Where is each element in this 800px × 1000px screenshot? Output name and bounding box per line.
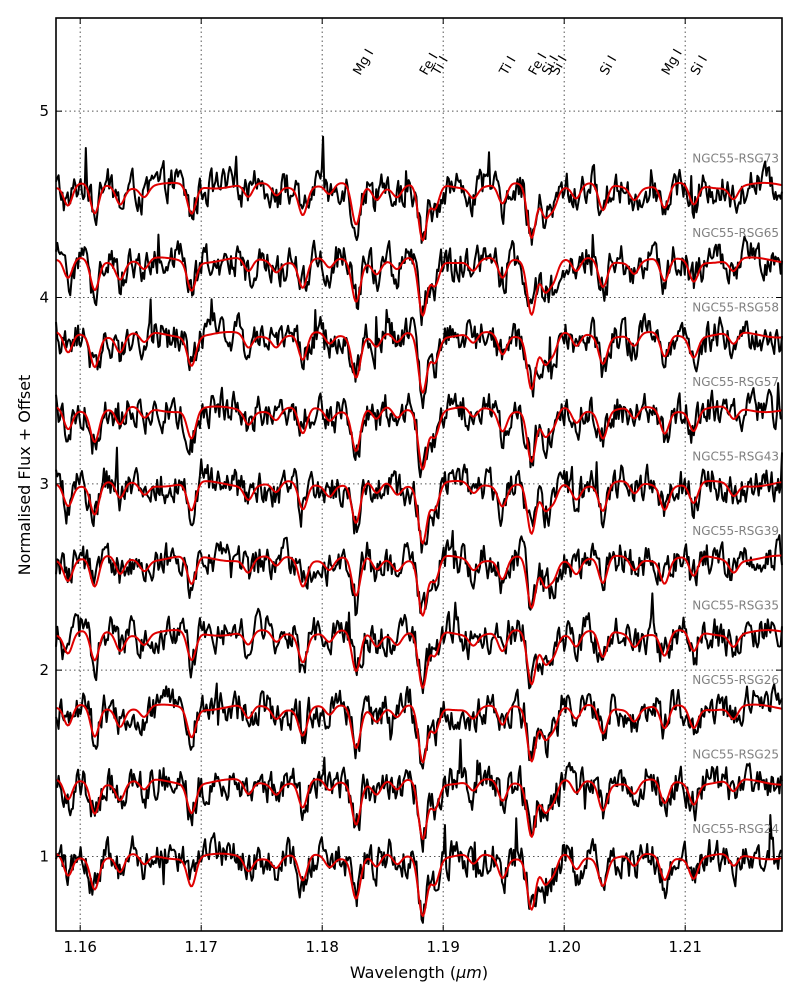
star-name-label: NGC55-RSG65 <box>692 226 779 240</box>
star-name-label: NGC55-RSG24 <box>692 822 779 836</box>
star-name-label: NGC55-RSG26 <box>692 673 779 687</box>
y-tick-label: 4 <box>39 288 49 306</box>
star-name-label: NGC55-RSG25 <box>692 748 779 762</box>
plot-frame <box>55 17 783 932</box>
model-spectrum-line <box>55 330 783 394</box>
observed-spectrum-line <box>55 298 783 410</box>
observed-spectrum-line <box>55 814 783 924</box>
x-tick-label: 1.19 <box>426 938 459 956</box>
spectral-line-label: Mg I <box>351 47 378 78</box>
observed-spectrum-line <box>55 592 783 695</box>
spectral-line-label: Mg I <box>659 47 686 78</box>
x-tick-label: 1.16 <box>63 938 96 956</box>
spectral-line-label: Si I <box>688 53 711 78</box>
observed-spectrum-line <box>55 382 783 479</box>
model-spectrum-line <box>55 629 783 689</box>
y-axis-title: Normalised Flux + Offset <box>15 375 34 576</box>
x-axis-title: Wavelength (μm) <box>350 963 488 982</box>
spectral-line-label: Ti I <box>496 54 519 79</box>
model-spectrum-line <box>55 703 783 764</box>
y-tick-label: 3 <box>39 475 49 493</box>
model-spectrum-line <box>55 405 783 471</box>
x-tick-label: 1.21 <box>668 938 701 956</box>
star-name-label: NGC55-RSG43 <box>692 450 779 464</box>
series-layer <box>55 135 783 924</box>
star-name-label: NGC55-RSG39 <box>692 524 779 538</box>
observed-spectrum-line <box>55 682 783 770</box>
model-spectrum-line <box>55 480 783 545</box>
x-tick-label: 1.20 <box>547 938 580 956</box>
model-spectrum-line <box>55 554 783 617</box>
x-tick-label: 1.18 <box>305 938 338 956</box>
x-tick-label: 1.17 <box>184 938 217 956</box>
star-name-label: NGC55-RSG58 <box>692 300 779 314</box>
star-name-label: NGC55-RSG73 <box>692 151 779 165</box>
y-tick-label: 2 <box>39 661 49 679</box>
observed-spectrum-line <box>55 233 783 327</box>
model-spectrum-line <box>55 778 783 841</box>
tick-layer: 1.16 1.17 1.18 1.19 1.20 1.21 1 2 3 4 5 <box>39 18 782 956</box>
star-name-label: NGC55-RSG35 <box>692 599 779 613</box>
model-spectrum-line <box>55 256 783 317</box>
star-name-label: NGC55-RSG57 <box>692 375 779 389</box>
y-tick-label: 5 <box>39 102 49 120</box>
model-spectrum-line <box>55 852 783 918</box>
y-tick-label: 1 <box>39 847 49 865</box>
spectral-line-label: Si I <box>597 53 620 78</box>
model-spectrum-line <box>55 181 783 242</box>
